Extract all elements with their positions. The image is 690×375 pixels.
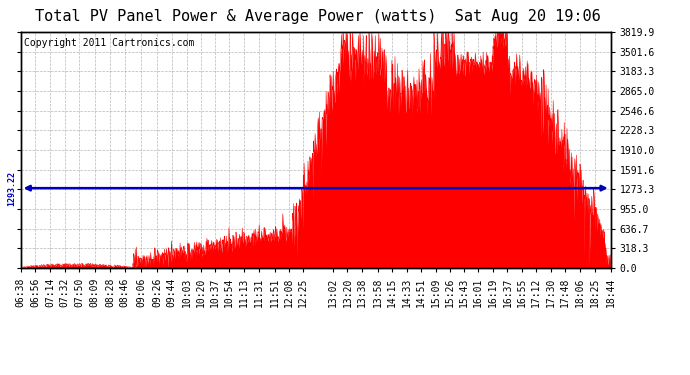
Text: Copyright 2011 Cartronics.com: Copyright 2011 Cartronics.com: [23, 38, 194, 48]
Text: Total PV Panel Power & Average Power (watts)  Sat Aug 20 19:06: Total PV Panel Power & Average Power (wa…: [34, 9, 600, 24]
Text: 1293.22: 1293.22: [7, 171, 16, 206]
